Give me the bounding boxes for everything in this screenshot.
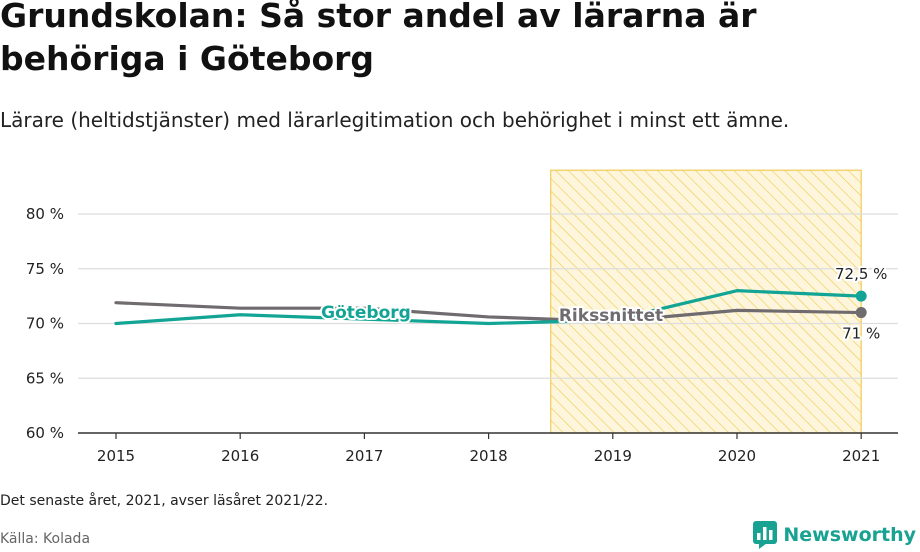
x-tick-label: 2021 xyxy=(842,447,880,465)
x-tick-label: 2015 xyxy=(97,447,135,465)
chart-source: Källa: Kolada xyxy=(0,531,91,547)
bar-chart-logo-icon xyxy=(753,521,778,549)
series-label-goteborg: Göteborg xyxy=(321,303,411,323)
y-tick-label: 65 % xyxy=(26,369,64,387)
end-value-goteborg: 72,5 % xyxy=(835,265,887,283)
end-point-riks xyxy=(855,307,867,319)
newsworthy-brand: Newsworthy xyxy=(753,519,916,551)
y-tick-label: 75 % xyxy=(26,260,64,278)
chart-title: Grundskolan: Så stor andel av lärarna är… xyxy=(0,0,757,78)
x-tick-label: 2017 xyxy=(345,447,383,465)
x-tick-label: 2020 xyxy=(718,447,756,465)
x-tick-label: 2018 xyxy=(470,447,508,465)
y-tick-label: 80 % xyxy=(26,205,64,223)
y-tick-label: 60 % xyxy=(26,424,64,442)
y-tick-label: 70 % xyxy=(26,315,64,333)
chart-footnote: Det senaste året, 2021, avser läsåret 20… xyxy=(0,493,329,509)
end-value-riks: 71 % xyxy=(842,325,880,343)
brand-name: Newsworthy xyxy=(783,524,916,546)
line-chart: 60 % 65 % 70 % 75 % 80 % 2015 2016 2017 2018 201… xyxy=(26,169,898,465)
series-line-goteborg xyxy=(114,289,863,326)
series-label-riks: Rikssnittet xyxy=(559,306,663,326)
x-tick-label: 2016 xyxy=(221,447,259,465)
chart-subtitle: Lärare (heltidstjänster) med lärarlegiti… xyxy=(0,108,790,132)
end-point-goteborg xyxy=(855,290,867,302)
x-tick-label: 2019 xyxy=(594,447,632,465)
highlight-period xyxy=(550,169,862,434)
series-line-riks xyxy=(114,301,863,323)
